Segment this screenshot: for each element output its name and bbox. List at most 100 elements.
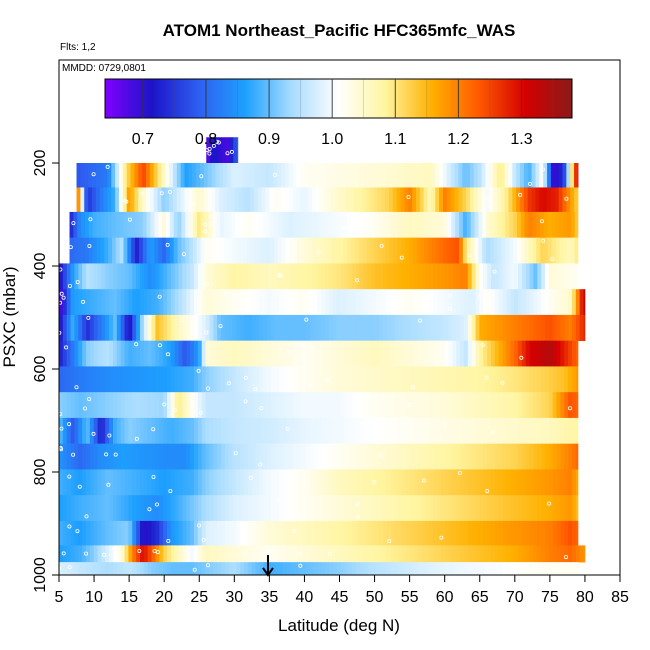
x-tick-label: 65 <box>471 589 489 606</box>
heatmap-cell <box>217 289 222 316</box>
heatmap-cell <box>394 340 399 367</box>
heatmap-cell <box>274 469 280 496</box>
heatmap-cell <box>560 314 565 341</box>
heatmap-cell <box>373 187 378 213</box>
heatmap-cell <box>136 562 141 576</box>
heatmap-cell <box>406 562 411 576</box>
heatmap-cell <box>309 392 314 419</box>
heatmap-cell <box>136 263 141 290</box>
heatmap-cell <box>304 187 309 213</box>
heatmap-cell <box>113 289 118 316</box>
heatmap-cell <box>242 187 247 213</box>
heatmap-cell <box>219 187 224 213</box>
heatmap-cell <box>232 417 237 444</box>
heatmap-cell <box>412 187 417 213</box>
heatmap-cell <box>406 263 411 290</box>
heatmap-cell <box>259 392 264 419</box>
heatmap-cell <box>193 314 199 341</box>
heatmap-cell <box>377 187 382 213</box>
heatmap-cell <box>196 163 201 188</box>
heatmap-cell <box>421 443 426 470</box>
heatmap-cell <box>328 340 334 367</box>
heatmap-cell <box>97 340 102 367</box>
heatmap-cell <box>66 469 71 496</box>
heatmap-cell <box>120 443 125 470</box>
heatmap-cell <box>309 520 314 546</box>
heatmap-cell <box>86 545 91 563</box>
heatmap-cell <box>475 443 480 470</box>
heatmap-cell <box>189 237 194 264</box>
heatmap-cell <box>463 289 469 316</box>
heatmap-cell <box>334 163 340 188</box>
heatmap-cell <box>220 392 226 419</box>
heatmap-cell <box>263 392 268 419</box>
heatmap-cell <box>436 545 442 563</box>
heatmap-cell <box>70 366 75 393</box>
heatmap-cell <box>452 366 457 393</box>
heatmap-cell <box>74 495 79 522</box>
heatmap-cell <box>382 289 388 316</box>
heatmap-cell <box>247 263 253 290</box>
heatmap-cell <box>132 263 137 290</box>
heatmap-cell <box>267 417 272 444</box>
heatmap-cell <box>394 289 399 316</box>
heatmap-cell <box>251 392 257 419</box>
sample-marker <box>356 515 361 520</box>
heatmap-cell <box>541 495 546 522</box>
heatmap-cell <box>551 211 556 238</box>
heatmap-cell <box>367 562 372 576</box>
heatmap-cell <box>369 187 374 213</box>
heatmap-cell <box>424 211 429 238</box>
sample-marker <box>166 539 171 544</box>
heatmap-cell <box>483 392 488 419</box>
heatmap-cell <box>321 520 326 546</box>
heatmap-cell <box>131 211 136 238</box>
heatmap-cell <box>193 520 199 546</box>
heatmap-cell <box>398 443 403 470</box>
sample-marker <box>71 221 76 226</box>
heatmap-cell <box>159 495 164 522</box>
heatmap-cell <box>541 417 546 444</box>
heatmap-cell <box>305 263 311 290</box>
sample-marker <box>198 410 203 415</box>
heatmap-cell <box>568 289 573 316</box>
heatmap-cell <box>458 163 463 188</box>
heatmap-cell <box>247 562 253 576</box>
heatmap-cell <box>498 520 503 546</box>
heatmap-cell <box>556 520 561 546</box>
heatmap-cell <box>244 263 249 290</box>
heatmap-cell <box>196 187 201 213</box>
heatmap-cell <box>254 211 259 238</box>
heatmap-cell <box>556 314 561 341</box>
heatmap-cell <box>84 163 89 188</box>
heatmap-cell <box>420 211 425 238</box>
heatmap-cell <box>521 562 527 576</box>
heatmap-cell <box>498 314 503 341</box>
heatmap-cell <box>120 469 125 496</box>
heatmap-cell <box>113 562 118 576</box>
heatmap-cell <box>369 163 374 188</box>
heatmap-cell <box>375 469 380 496</box>
heatmap-cell <box>239 237 244 264</box>
heatmap-cell <box>201 495 206 522</box>
heatmap-cell <box>163 340 168 367</box>
heatmap-cell <box>505 211 510 238</box>
heatmap-cell <box>425 392 430 419</box>
heatmap-cell <box>533 366 538 393</box>
heatmap-cell <box>143 469 149 496</box>
heatmap-cell <box>440 520 446 546</box>
heatmap-cell <box>471 443 476 470</box>
heatmap-cell <box>74 340 79 367</box>
heatmap-cell <box>246 187 251 213</box>
heatmap-cell <box>456 520 461 546</box>
x-tick-label: 20 <box>155 589 173 606</box>
heatmap-cell <box>402 366 407 393</box>
heatmap-cell <box>479 366 484 393</box>
heatmap-cell <box>111 163 116 188</box>
heatmap-cell <box>433 443 438 470</box>
heatmap-cell <box>70 392 75 419</box>
heatmap-cell <box>521 340 527 367</box>
heatmap-cell <box>224 443 230 470</box>
heatmap-cell <box>560 366 565 393</box>
heatmap-cell <box>570 211 576 238</box>
